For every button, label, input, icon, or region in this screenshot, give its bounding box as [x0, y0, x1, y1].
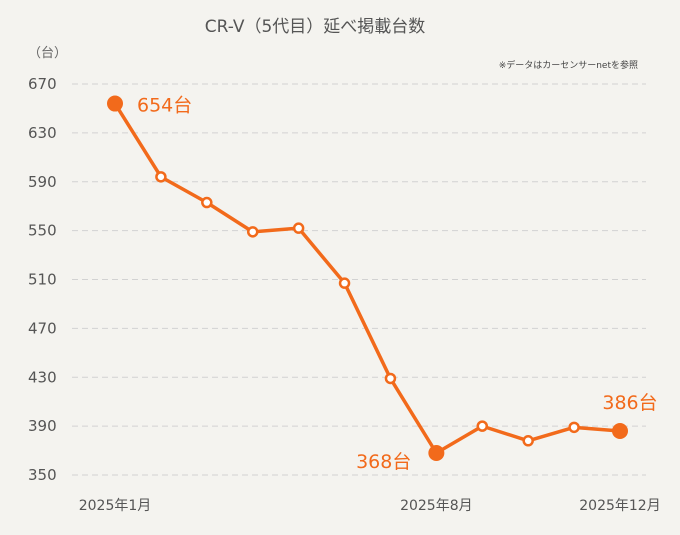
data-point	[246, 226, 259, 238]
data-point	[338, 277, 351, 289]
x-tick-label: 2025年8月	[400, 498, 473, 514]
y-tick-label: 630	[28, 124, 57, 142]
data-point-highlight	[612, 423, 628, 440]
y-tick-label: 550	[28, 222, 57, 240]
y-tick-label: 470	[28, 319, 57, 337]
x-tick-label: 2025年12月	[579, 498, 660, 514]
x-axis: 2025年1月 2025年8月 2025年12月	[79, 498, 661, 514]
data-point	[568, 421, 580, 434]
data-point	[292, 222, 305, 234]
data-point	[155, 171, 167, 183]
data-point	[384, 372, 397, 385]
y-tick-label: 390	[28, 417, 57, 435]
x-tick-label: 2025年1月	[79, 498, 152, 514]
chart-title: CR-V（5代目）延べ掲載台数	[205, 17, 426, 37]
y-tick-label: 670	[28, 75, 57, 93]
data-point-highlight	[428, 445, 445, 462]
series	[107, 95, 628, 462]
grid	[72, 83, 646, 476]
y-axis-unit: （台）	[28, 46, 67, 61]
annotations: 654台 368台 386台	[137, 95, 658, 473]
y-axis: 350 390 430 470 510 550 590 630 670	[28, 75, 57, 484]
source-note: ※データはカーセンサーnetを参照	[499, 59, 638, 71]
y-tick-label: 510	[28, 271, 57, 289]
data-point	[476, 420, 489, 432]
data-label: 368台	[356, 451, 411, 473]
data-label: 654台	[137, 95, 192, 117]
data-label: 386台	[602, 392, 657, 414]
y-tick-label: 430	[28, 368, 57, 386]
y-tick-label: 590	[28, 173, 57, 191]
y-tick-label: 350	[28, 466, 57, 484]
series-line	[113, 101, 622, 455]
data-point-highlight	[107, 95, 123, 112]
data-point	[201, 196, 213, 209]
data-point	[522, 435, 534, 447]
